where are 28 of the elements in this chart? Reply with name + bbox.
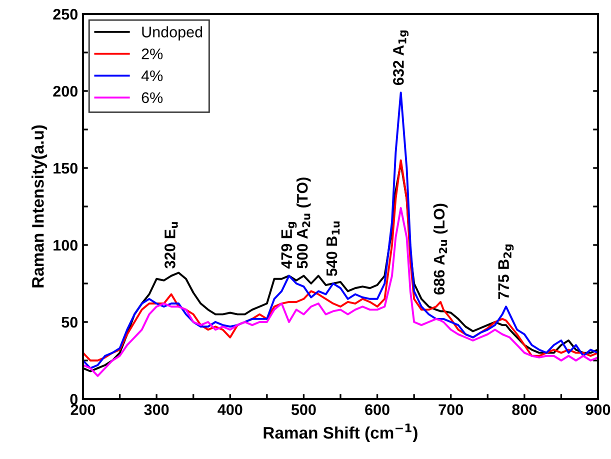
annotation: 632 A$_{1g}$	[393, 30, 409, 86]
annotation: 540 B$_{1u}$	[326, 221, 340, 276]
annotation: 320 E$_{u}$	[164, 222, 178, 269]
x-tick-label: 200	[70, 404, 96, 416]
x-tick-label: 800	[512, 404, 537, 416]
legend-label: Undoped	[142, 26, 202, 40]
y-tick-label: 50	[62, 316, 78, 328]
x-tick-label: 700	[438, 404, 463, 416]
x-tick-label: 400	[218, 404, 242, 416]
y-tick-label: 100	[54, 240, 78, 251]
x-tick-label: 300	[144, 404, 169, 416]
annotation: 500 A$_{2u}$ (TO)	[296, 178, 311, 268]
line-series	[83, 92, 598, 370]
x-axis-title: Raman Shift (cm$^{−1}$)	[264, 424, 418, 442]
legend-label: 6%	[142, 92, 163, 104]
legend-label: 2%	[142, 48, 163, 60]
annotation: 775 B$_{2g}$	[498, 244, 514, 299]
legend-label: 4%	[141, 70, 163, 82]
annotation: 686 A$_{2u}$ (LO)	[433, 204, 448, 294]
y-tick-label: 150	[54, 162, 78, 174]
y-tick-label: 200	[53, 86, 78, 97]
y-tick-label: 250	[53, 8, 78, 20]
annotation: 479 E$_{g}$	[281, 222, 297, 269]
x-tick-label: 600	[365, 404, 390, 416]
y-axis-title: Raman Intensity(a.u)	[32, 125, 48, 288]
x-tick-label: 500	[291, 404, 316, 416]
x-tick-label: 900	[586, 404, 610, 416]
y-tick-label: 0	[70, 394, 78, 405]
